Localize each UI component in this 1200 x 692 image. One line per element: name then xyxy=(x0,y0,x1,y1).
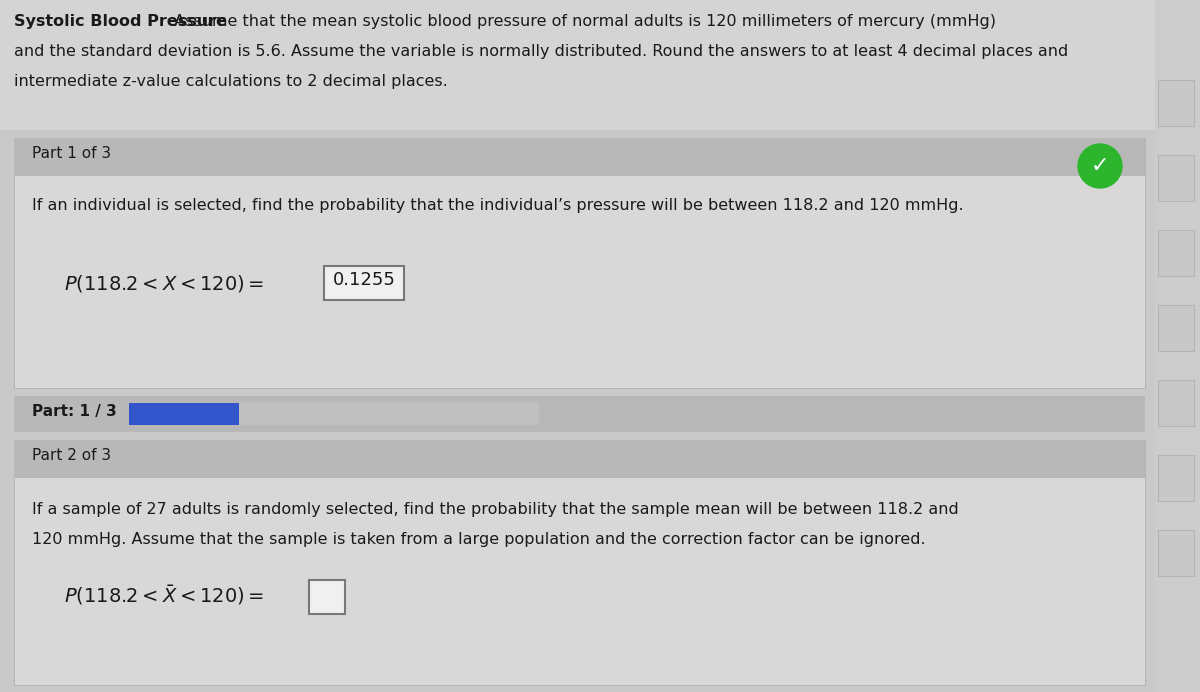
Bar xyxy=(1158,230,1194,276)
Text: Systolic Blood Pressure: Systolic Blood Pressure xyxy=(14,14,227,29)
Text: $P(118.2 < \bar{X} < 120) = $: $P(118.2 < \bar{X} < 120) = $ xyxy=(64,583,264,607)
Bar xyxy=(1154,0,1200,692)
Bar xyxy=(1158,455,1194,501)
Text: If a sample of 27 adults is randomly selected, find the probability that the sam: If a sample of 27 adults is randomly sel… xyxy=(32,502,959,517)
Bar xyxy=(14,138,1145,176)
Text: $P(118.2 < X < 120) = $: $P(118.2 < X < 120) = $ xyxy=(64,273,264,293)
Bar xyxy=(14,440,1145,685)
Text: ✓: ✓ xyxy=(1091,156,1109,176)
Bar xyxy=(324,266,404,300)
Text: Part 1 of 3: Part 1 of 3 xyxy=(32,146,112,161)
Text: and the standard deviation is 5.6. Assume the variable is normally distributed. : and the standard deviation is 5.6. Assum… xyxy=(14,44,1068,59)
Bar xyxy=(1158,530,1194,576)
Bar xyxy=(0,0,1154,130)
Text: Part: 1 / 3: Part: 1 / 3 xyxy=(32,404,116,419)
Bar xyxy=(1158,305,1194,351)
Text: 0.1255: 0.1255 xyxy=(332,271,396,289)
Bar xyxy=(14,440,1145,478)
Text: If an individual is selected, find the probability that the individual’s pressur: If an individual is selected, find the p… xyxy=(32,198,964,213)
Text: intermediate z-value calculations to 2 decimal places.: intermediate z-value calculations to 2 d… xyxy=(14,74,448,89)
Bar xyxy=(310,580,346,614)
Bar xyxy=(1158,80,1194,126)
Bar xyxy=(14,138,1145,388)
Text: Part 2 of 3: Part 2 of 3 xyxy=(32,448,112,463)
Bar xyxy=(14,396,1145,432)
Text: 120 mmHg. Assume that the sample is taken from a large population and the correc: 120 mmHg. Assume that the sample is take… xyxy=(32,532,925,547)
Bar xyxy=(1158,380,1194,426)
Bar xyxy=(130,403,239,425)
Bar xyxy=(239,403,539,425)
Bar xyxy=(1158,155,1194,201)
Circle shape xyxy=(1078,144,1122,188)
Text: Assume that the mean systolic blood pressure of normal adults is 120 millimeters: Assume that the mean systolic blood pres… xyxy=(169,14,996,29)
